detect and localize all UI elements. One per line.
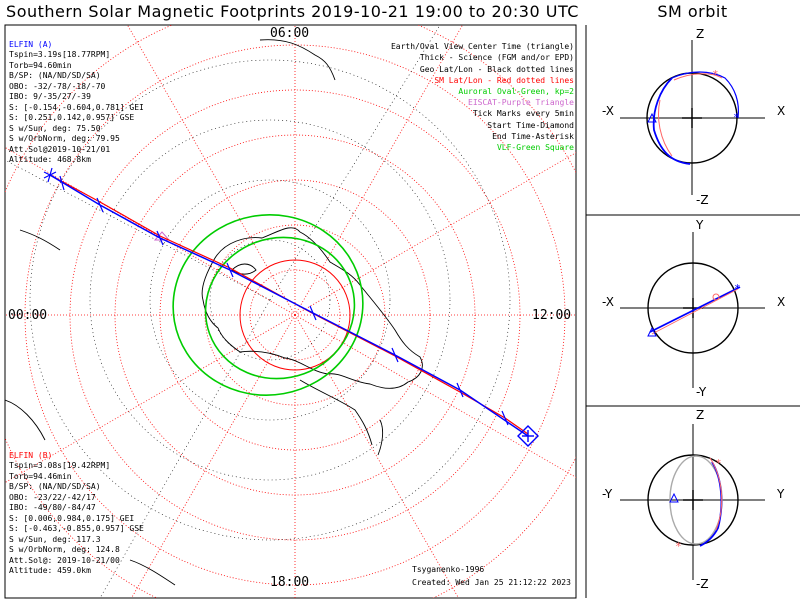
- elfin-a-line: IBO: 9/-35/27/-39: [9, 92, 91, 101]
- geo-lat-circles: [29, 59, 511, 541]
- panel2-right: X: [777, 295, 786, 309]
- elfin-b-line: S w/Sun, deg: 117.3: [9, 534, 101, 544]
- elfin-b-line: Att.Sol@: 2019-10-21/00: [9, 555, 120, 565]
- elfin-a-line: B/SP: (NA/ND/SD/SA): [9, 71, 101, 80]
- elfin-a-line: S w/Sun, deg: 75.50: [9, 123, 101, 133]
- clock-label-left: 00:00: [8, 308, 48, 323]
- panel1-right: X: [777, 104, 786, 118]
- elfin-a-info: ELFIN (A) Tspin=3.19s[18.77RPM] Torb=94.60…: [9, 29, 144, 176]
- elfin-b-line: S: [0.006,0.984,0.175] GEI: [9, 513, 135, 523]
- legend-item: SM Lat/Lon - Red dotted lines: [434, 75, 574, 85]
- created-label: Created: Wed Jan 25 21:12:22 2023: [412, 578, 571, 587]
- legend-item: Start Time-Diamond: [487, 120, 574, 130]
- panel3-right: Y: [777, 487, 785, 501]
- end-asterisk: [43, 167, 57, 183]
- orbit-panel-yz: * *: [620, 424, 765, 580]
- start-diamond: [517, 425, 539, 447]
- elfin-a-line: Altitude: 468.8km: [9, 155, 91, 164]
- elfin-b-line: IBO: -49/80/-84/47: [9, 503, 96, 512]
- legend-item: EISCAT-Purple Triangle: [468, 98, 574, 108]
- auroral-oval-inner: [204, 236, 356, 380]
- sm-pole-circle: [239, 259, 351, 371]
- elfin-b-line: Tspin=3.08s[19.42RPM]: [9, 461, 111, 470]
- elfin-b-line: S: [-0.463,-0.855,0.957] GSE: [9, 524, 144, 533]
- orbit-panel-xy: *: [620, 232, 765, 388]
- elfin-a-name: ELFIN (A): [9, 39, 53, 49]
- panel2-top: Y: [696, 218, 704, 232]
- clock-label-bottom: 18:00: [270, 575, 310, 590]
- svg-text:*: *: [715, 457, 722, 470]
- elfin-b-line: Altitude: 459.0km: [9, 566, 91, 575]
- orbit-panel-xz: * *: [620, 40, 765, 195]
- plot-title: Southern Solar Magnetic Footprints 2019-…: [6, 2, 579, 21]
- elfin-a-line: Att.Sol@2019-10-21/01: [9, 144, 111, 154]
- elfin-a-line: S: [0.251,0.142,0.957] GSE: [9, 113, 135, 122]
- legend: Earth/Oval View Center Time (triangle) Th…: [391, 30, 574, 164]
- model-label: Tsyganenko-1996: [412, 565, 485, 574]
- elfin-a-track: [49, 174, 529, 437]
- clock-label-top: 06:00: [270, 26, 310, 41]
- svg-text:*: *: [712, 68, 719, 81]
- panel3-bottom: -Z: [696, 577, 709, 591]
- elfin-b-line: OBO: -23/22/-42/17: [9, 492, 96, 502]
- svg-text:*: *: [733, 111, 740, 124]
- legend-item: Tick Marks every 5min: [472, 109, 574, 119]
- elfin-a-line: S w/OrbNorm, deg: 79.95: [9, 134, 120, 143]
- svg-text:*: *: [675, 540, 682, 553]
- legend-item: Thick - Science (FGM and/or EPD): [419, 53, 574, 63]
- elfin-b-info: ELFIN (B) Tspin=3.08s[19.42RPM] Torb=94.46…: [9, 440, 144, 587]
- auroral-oval-outer: [172, 214, 364, 396]
- orbit-title: SM orbit: [657, 2, 728, 21]
- elfin-a-line: Tspin=3.19s[18.77RPM]: [9, 50, 111, 59]
- panel3-top: Z: [696, 408, 705, 422]
- elfin-a-line: OBO: -32/-78/-18/-70: [9, 81, 106, 91]
- elfin-b-line: Torb=94.46min: [9, 471, 72, 481]
- elfin-b-line: S w/OrbNorm, deg: 124.8: [9, 545, 120, 554]
- panel2-bottom: -Y: [696, 385, 707, 399]
- legend-item: Auroral Oval-Green, kp=2: [458, 87, 574, 97]
- elfin-b-name: ELFIN (B): [9, 450, 53, 460]
- legend-item: Geo Lat/Lon - Black dotted lines: [419, 64, 574, 74]
- elfin-a-line: Torb=94.60min: [9, 60, 72, 70]
- panel1-bottom: -Z: [696, 193, 709, 207]
- panel3-left: -Y: [602, 487, 613, 501]
- sm-lon-lines: [5, 25, 576, 598]
- panel2-left: -X: [602, 295, 614, 309]
- panel1-top: Z: [696, 27, 705, 41]
- legend-item: End Time-Asterisk: [492, 131, 574, 141]
- elfin-a-line: S: [-0.154,-0.604,0.781] GEI: [9, 102, 144, 112]
- svg-text:*: *: [734, 282, 741, 295]
- map-frame: [4, 24, 577, 599]
- panel1-left: -X: [602, 104, 614, 118]
- elfin-b-line: B/SP: (NA/ND/SD/SA): [9, 482, 101, 491]
- elfin-a-ticks: [59, 175, 509, 426]
- clock-label-right: 12:00: [532, 308, 572, 323]
- legend-item: VLF-Green Square: [496, 143, 574, 153]
- legend-item: Earth/Oval View Center Time (triangle): [390, 42, 574, 52]
